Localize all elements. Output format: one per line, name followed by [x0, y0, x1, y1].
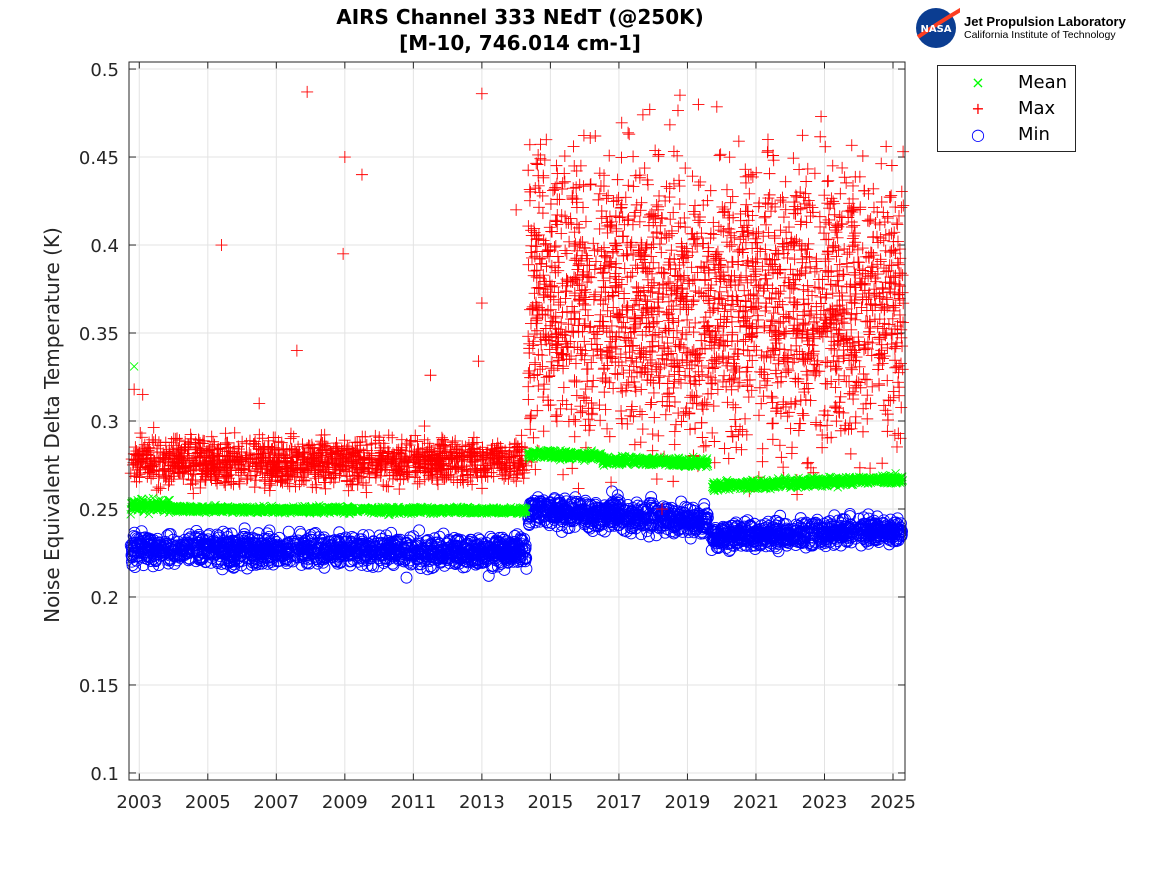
- y-tick-label: 0.5: [90, 60, 119, 81]
- y-tick-label: 0.1: [90, 764, 119, 785]
- x-tick-label: 2015: [527, 792, 573, 813]
- min-point: [283, 537, 296, 550]
- min-point: [334, 533, 347, 545]
- min-point: [136, 544, 149, 557]
- y-tick-label: 0.2: [90, 588, 119, 609]
- y-tick-label: 0.45: [79, 148, 119, 169]
- min-point: [367, 560, 379, 573]
- nasa-meatball-icon: NASA: [916, 7, 960, 48]
- x-tick-label: 2025: [870, 792, 916, 813]
- min-point: [261, 527, 274, 540]
- min-point: [428, 532, 441, 545]
- min-point: [372, 560, 385, 573]
- min-point: [471, 557, 484, 570]
- y-tick-label: 0.25: [79, 500, 119, 521]
- min-point: [152, 559, 165, 571]
- y-tick-label: 0.35: [79, 324, 119, 345]
- min-point: [199, 555, 212, 568]
- min-point: [318, 561, 331, 574]
- x-tick-label: 2013: [459, 792, 505, 813]
- x-tick-label: 2017: [596, 792, 642, 813]
- min-point: [182, 537, 194, 550]
- y-tick-label: 0.15: [79, 676, 119, 697]
- x-tick-label: 2005: [185, 792, 231, 813]
- min-point: [172, 535, 185, 548]
- logo-line-1: Jet Propulsion Laboratory: [964, 13, 1126, 29]
- x-tick-label: 2023: [802, 792, 848, 813]
- x-tick-label: 2009: [322, 792, 368, 813]
- min-point: [487, 559, 500, 572]
- x-tick-label: 2007: [253, 792, 299, 813]
- x-tick-label: 2011: [390, 792, 436, 813]
- min-point: [391, 535, 404, 548]
- jpl-logo: NASA Jet Propulsion Laboratory Californi…: [914, 5, 1126, 49]
- logo-line-2: California Institute of Technology: [964, 28, 1116, 41]
- title-line-2: [M-10, 746.014 cm-1]: [399, 31, 641, 55]
- x-tick-label: 2019: [665, 792, 711, 813]
- min-point: [382, 535, 395, 547]
- min-point: [310, 553, 323, 566]
- title-line-1: AIRS Channel 333 NEdT (@250K): [336, 5, 704, 29]
- min-point: [296, 539, 309, 552]
- x-tick-label: 2021: [733, 792, 779, 813]
- y-tick-label: 0.4: [90, 236, 119, 257]
- min-point: [236, 531, 249, 543]
- min-point: [348, 532, 361, 545]
- y-tick-label: 0.3: [90, 412, 119, 433]
- x-tick-label: 2003: [116, 792, 162, 813]
- min-point: [338, 533, 351, 546]
- min-point: [461, 546, 473, 559]
- chart-title: AIRS Channel 333 NEdT (@250K) [M-10, 746…: [230, 4, 810, 56]
